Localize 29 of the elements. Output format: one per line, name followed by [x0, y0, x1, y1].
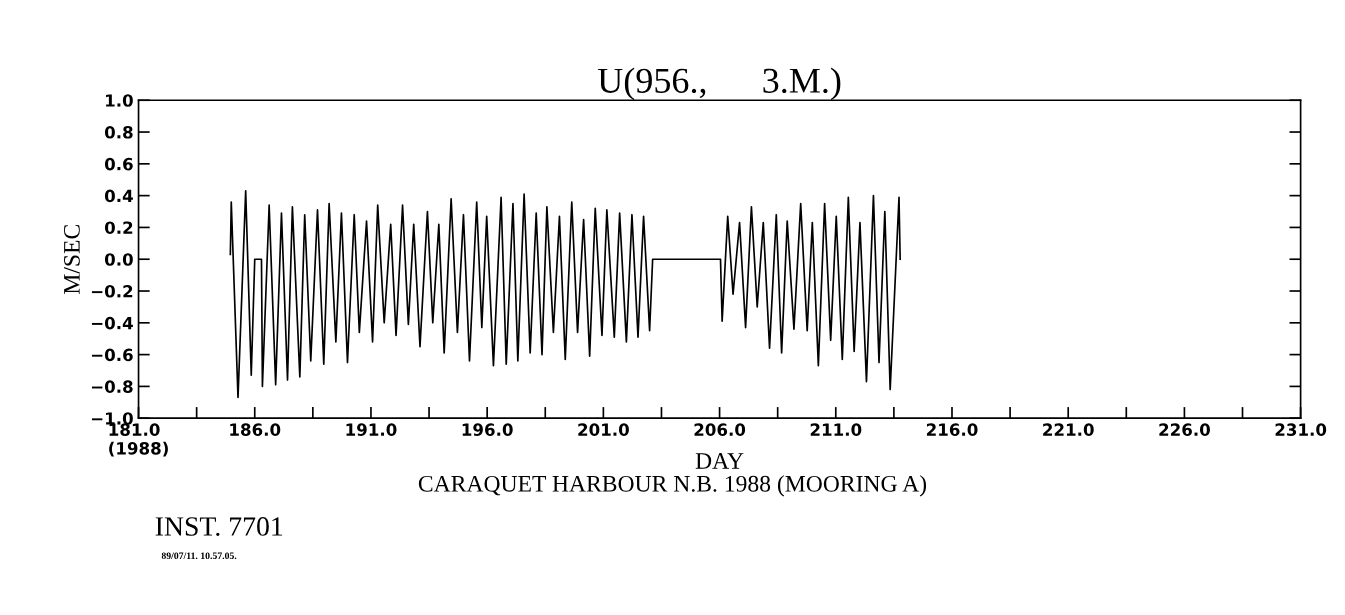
y-tick-label: 0.4: [104, 189, 133, 203]
x-tick-label: 201.0: [578, 423, 629, 436]
y-tick-label: −0.6: [91, 348, 133, 362]
x-tick-label: 196.0: [462, 423, 513, 436]
y-tick-label: 0.8: [104, 126, 133, 139]
line-series: [229, 190, 901, 399]
text: CARAQUET HARBOUR N.B. 1988 (MOORING A): [418, 475, 927, 497]
x-tick-label: 206.0: [694, 423, 746, 436]
y-axis-title: M/SEC: [63, 225, 80, 294]
x-tick-label: 211.0: [810, 423, 862, 436]
y-tick-label: −0.8: [91, 380, 133, 393]
text: 89/07/11. 10.57.05.: [161, 552, 237, 560]
y-tick-label: 0.6: [104, 157, 133, 171]
x-tick-label: 221.0: [1043, 423, 1094, 436]
y-tick-label: 0.2: [104, 221, 133, 234]
x-tick-label: 226.0: [1159, 423, 1210, 436]
x-tick-label: 216.0: [926, 423, 978, 436]
y-tick-label: −0.4: [91, 316, 133, 330]
y-tick-label: 0.0: [104, 253, 133, 266]
y-tick-label: −0.2: [91, 284, 133, 298]
x-tick-label: 181.0 (1988): [109, 423, 168, 457]
x-axis-title: DAY: [695, 453, 744, 469]
y-tick-label: 1.0: [106, 94, 133, 107]
y-tick-label: −1.0: [91, 412, 133, 425]
text: INST. 7701: [155, 517, 283, 536]
x-tick-label: 186.0: [230, 423, 281, 436]
x-tick-label: 231.0: [1275, 423, 1327, 436]
chart-title: U(956., 3.M.): [597, 67, 841, 101]
x-tick-label: 191.0: [346, 423, 397, 436]
